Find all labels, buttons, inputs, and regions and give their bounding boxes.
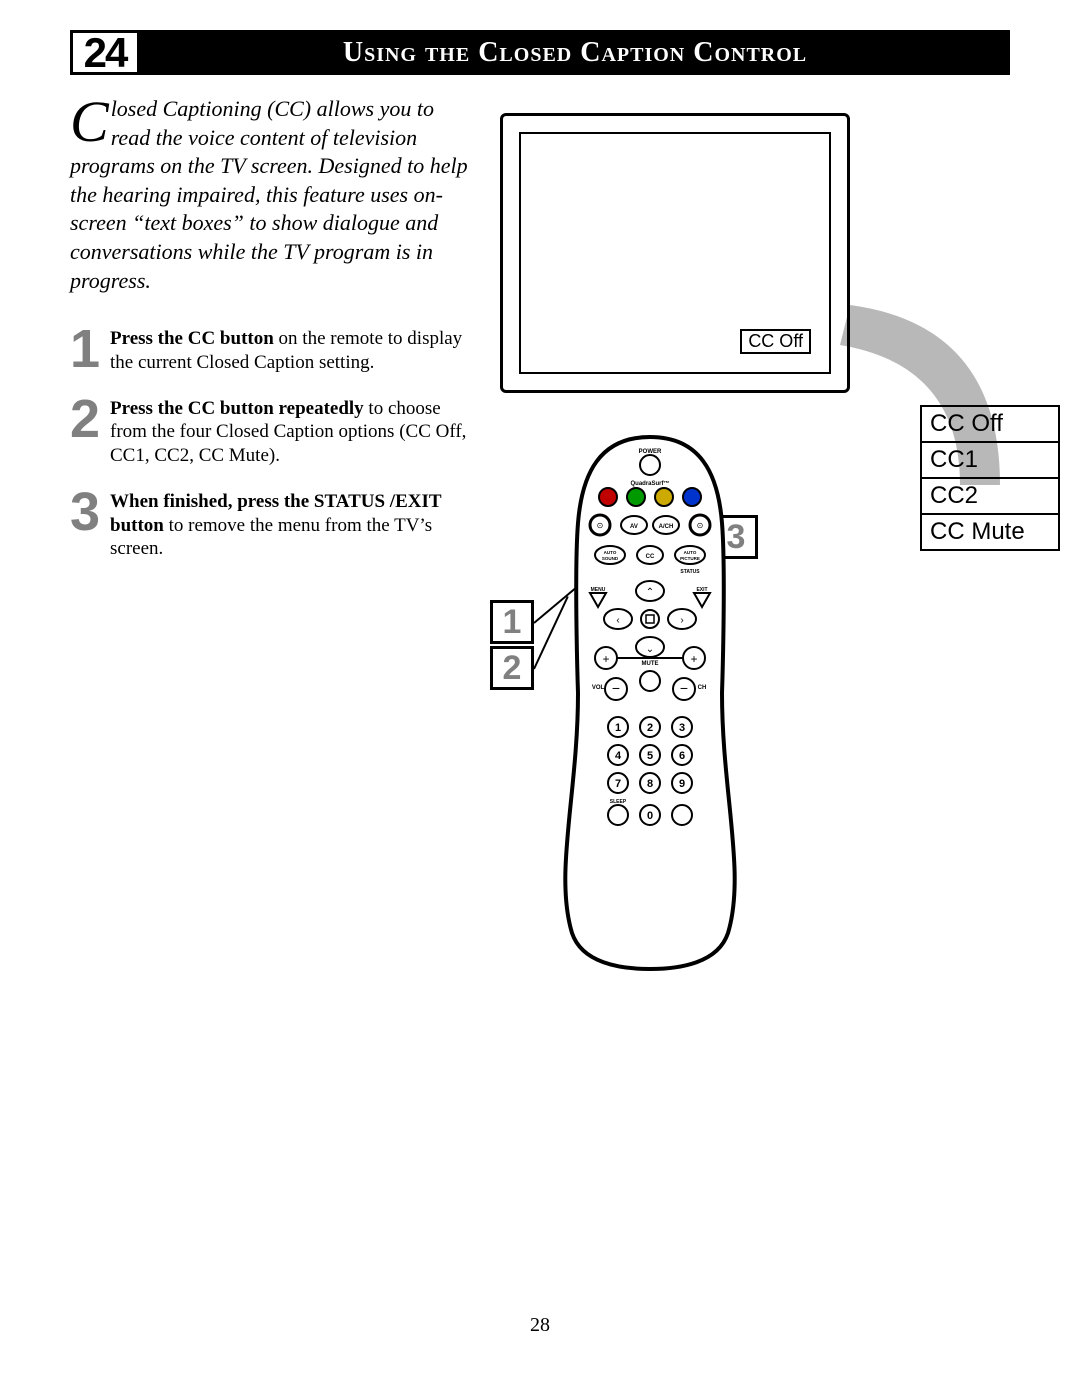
remote-brand: QuadraSurf™ bbox=[630, 480, 669, 487]
svg-text:−: − bbox=[680, 680, 688, 696]
right-column: CC Off CC Off CC1 CC2 CC Mute 1 2 3 POWE… bbox=[490, 95, 1010, 581]
svg-text:8: 8 bbox=[647, 778, 653, 790]
svg-text:4: 4 bbox=[615, 750, 622, 762]
svg-text:1: 1 bbox=[615, 722, 621, 734]
intro-paragraph: Closed Captioning (CC) allows you to rea… bbox=[70, 95, 470, 295]
callout-1: 1 bbox=[490, 600, 534, 644]
cc-option-cc1: CC1 bbox=[922, 443, 1058, 479]
step-3: 3 When finished, press the STATUS /EXIT … bbox=[70, 488, 470, 561]
tv-cc-badge: CC Off bbox=[740, 329, 811, 354]
page-number: 28 bbox=[0, 1314, 1080, 1337]
page-header: 24 Using the Closed Caption Control bbox=[70, 30, 1010, 75]
svg-text:STATUS: STATUS bbox=[680, 569, 700, 575]
remote-ok-button bbox=[641, 610, 659, 628]
intro-dropcap: C bbox=[70, 95, 111, 145]
step-2-bold: Press the CC button repeatedly bbox=[110, 398, 364, 419]
svg-text:SOUND: SOUND bbox=[602, 556, 619, 561]
svg-text:A/CH: A/CH bbox=[659, 524, 674, 530]
step-3-body: When finished, press the STATUS /EXIT bu… bbox=[110, 488, 470, 561]
step-1-body: Press the CC button on the remote to dis… bbox=[110, 325, 470, 375]
svg-text:PICTURE: PICTURE bbox=[680, 556, 700, 561]
step-2: 2 Press the CC button repeatedly to choo… bbox=[70, 395, 470, 468]
remote-illustration: POWER QuadraSurf™ ⊙ AV A/CH ⊙ AUTO SOUND… bbox=[550, 433, 750, 973]
svg-text:CC: CC bbox=[646, 554, 655, 560]
svg-text:AV: AV bbox=[630, 524, 638, 530]
header-title: Using the Closed Caption Control bbox=[140, 30, 1010, 75]
svg-text:CH: CH bbox=[698, 685, 707, 691]
step-1-number: 1 bbox=[70, 325, 110, 375]
cc-options-list: CC Off CC1 CC2 CC Mute bbox=[920, 405, 1060, 551]
cc-option-mute: CC Mute bbox=[922, 515, 1058, 549]
remote-mute-button bbox=[640, 671, 660, 691]
remote-blue-button bbox=[683, 488, 701, 506]
svg-text:VOL: VOL bbox=[592, 685, 605, 691]
left-column: Closed Captioning (CC) allows you to rea… bbox=[70, 95, 470, 581]
svg-text:AUTO: AUTO bbox=[604, 550, 617, 555]
remote-blank-button bbox=[672, 805, 692, 825]
step-2-body: Press the CC button repeatedly to choose… bbox=[110, 395, 470, 468]
step-1: 1 Press the CC button on the remote to d… bbox=[70, 325, 470, 375]
cc-option-off: CC Off bbox=[922, 407, 1058, 443]
svg-text:MUTE: MUTE bbox=[642, 661, 659, 667]
svg-text:0: 0 bbox=[647, 810, 653, 822]
remote-power-button bbox=[640, 455, 660, 475]
intro-text: losed Captioning (CC) allows you to read… bbox=[70, 96, 468, 293]
svg-text:⊙: ⊙ bbox=[697, 521, 704, 530]
svg-text:⌄: ⌄ bbox=[646, 644, 654, 655]
svg-text:⊙: ⊙ bbox=[597, 521, 604, 530]
svg-text:⌃: ⌃ bbox=[646, 587, 654, 598]
remote-yellow-button bbox=[655, 488, 673, 506]
step-1-bold: Press the CC button bbox=[110, 328, 274, 349]
remote-auto-sound bbox=[595, 546, 625, 564]
svg-text:3: 3 bbox=[679, 722, 685, 734]
svg-text:−: − bbox=[612, 680, 620, 696]
tv-screen: CC Off bbox=[519, 132, 831, 374]
callout-2: 2 bbox=[490, 646, 534, 690]
remote-auto-picture bbox=[675, 546, 705, 564]
cc-option-cc2: CC2 bbox=[922, 479, 1058, 515]
svg-text:+: + bbox=[690, 652, 697, 666]
svg-text:‹: ‹ bbox=[616, 615, 619, 626]
remote-red-button bbox=[599, 488, 617, 506]
svg-text:7: 7 bbox=[615, 778, 621, 790]
content-row: Closed Captioning (CC) allows you to rea… bbox=[70, 95, 1010, 581]
svg-text:9: 9 bbox=[679, 778, 685, 790]
svg-text:AUTO: AUTO bbox=[684, 550, 697, 555]
step-3-number: 3 bbox=[70, 488, 110, 561]
section-number-box: 24 bbox=[70, 30, 140, 75]
remote-sleep-button bbox=[608, 805, 628, 825]
step-2-number: 2 bbox=[70, 395, 110, 468]
svg-text:+: + bbox=[602, 652, 609, 666]
svg-text:5: 5 bbox=[647, 750, 653, 762]
svg-text:6: 6 bbox=[679, 750, 685, 762]
tv-frame: CC Off bbox=[500, 113, 850, 393]
svg-text:2: 2 bbox=[647, 722, 653, 734]
svg-text:›: › bbox=[680, 615, 683, 626]
remote-green-button bbox=[627, 488, 645, 506]
